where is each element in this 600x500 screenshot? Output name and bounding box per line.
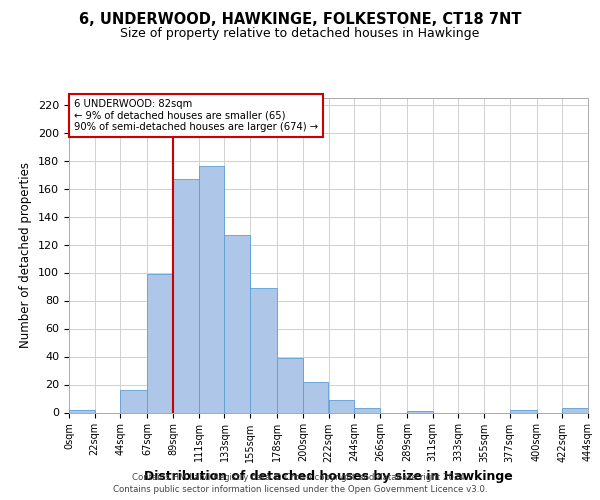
Bar (329, 400, 354, 412)
Bar (303, 382, 329, 412)
Text: 6 UNDERWOOD: 82sqm
← 9% of detached houses are smaller (65)
90% of semi-detached: 6 UNDERWOOD: 82sqm ← 9% of detached hous… (74, 99, 319, 132)
Bar (250, 288, 277, 412)
Text: Contains HM Land Registry data © Crown copyright and database right 2024.: Contains HM Land Registry data © Crown c… (132, 472, 468, 482)
Bar (407, 411, 433, 412)
Bar (354, 408, 380, 412)
Y-axis label: Number of detached properties: Number of detached properties (19, 162, 32, 348)
Bar (121, 390, 148, 412)
Bar (562, 408, 588, 412)
Bar (277, 358, 303, 412)
X-axis label: Distribution of detached houses by size in Hawkinge: Distribution of detached houses by size … (144, 470, 513, 483)
Text: 6, UNDERWOOD, HAWKINGE, FOLKESTONE, CT18 7NT: 6, UNDERWOOD, HAWKINGE, FOLKESTONE, CT18… (79, 12, 521, 28)
Bar (69, 410, 95, 412)
Bar (199, 166, 224, 412)
Text: Size of property relative to detached houses in Hawkinge: Size of property relative to detached ho… (121, 28, 479, 40)
Bar (224, 234, 250, 412)
Bar (509, 410, 536, 412)
Bar (173, 178, 199, 412)
Text: Contains public sector information licensed under the Open Government Licence v3: Contains public sector information licen… (113, 485, 487, 494)
Bar (148, 274, 173, 412)
